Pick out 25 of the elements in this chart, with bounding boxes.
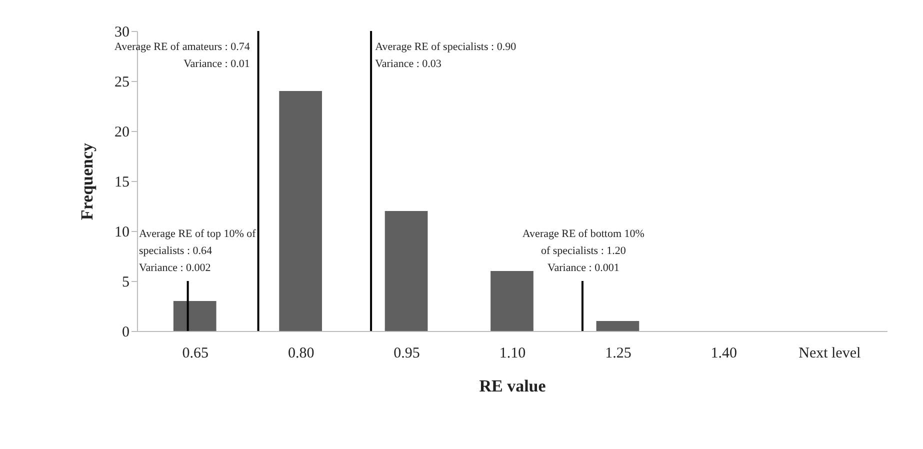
bar <box>173 301 216 331</box>
y-axis-title: Frequency <box>78 142 96 220</box>
x-tick-label: 1.40 <box>710 346 738 362</box>
bar <box>279 91 322 331</box>
ref-line-label: Average RE of amateurs : 0.74 Variance : 0.01 <box>114 41 250 70</box>
y-tick-label: 15 <box>114 174 130 190</box>
x-tick-label: 0.80 <box>288 346 314 362</box>
x-tick-label: 1.10 <box>499 346 526 362</box>
y-tick-label: 20 <box>114 124 130 140</box>
ref-line-label: Average RE of top 10% of specialists : 0.64 Variance : 0.002 <box>139 228 256 274</box>
bar <box>490 271 534 331</box>
y-tick-label: 30 <box>114 24 130 40</box>
x-tick-label: Next level <box>798 346 861 362</box>
y-tick-label: 10 <box>114 224 130 240</box>
ref-line-label: Average RE of specialists : 0.90 Variance : 0.03 <box>375 41 517 70</box>
bar <box>384 211 428 331</box>
y-tick-label: 5 <box>122 274 130 290</box>
x-tick-label: 0.95 <box>394 346 420 362</box>
x-axis-title: RE value <box>479 376 546 396</box>
x-tick-label: 1.25 <box>605 346 632 362</box>
y-tick-label: 0 <box>122 324 130 340</box>
y-tick-label: 25 <box>114 74 130 90</box>
ref-line-label: Average RE of bottom 10% of specialists : 1.20 Variance : 0.001 <box>522 228 644 274</box>
x-tick-label: 0.65 <box>182 346 208 362</box>
bar <box>596 321 640 331</box>
